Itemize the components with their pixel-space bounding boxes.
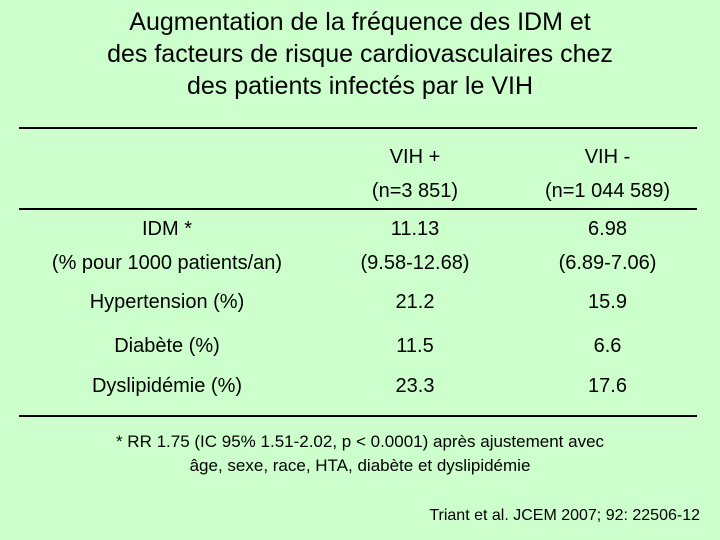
- title-line-3: des patients infectés par le VIH: [186, 72, 534, 100]
- row-idm-vih-negative-ci: (6.89-7.06): [558, 252, 657, 274]
- header-vih-negative-label: VIH -: [584, 146, 631, 168]
- header-vih-positive-count: (n=3 851): [371, 180, 459, 202]
- title-line-1: Augmentation de la fréquence des IDM et: [129, 8, 591, 36]
- row-hypertension-label: Hypertension (%): [89, 291, 245, 313]
- row-idm-vih-positive: 11.13 (9.58-12.68): [335, 212, 495, 280]
- row-hypertension-vih-positive: 21.2: [395, 291, 435, 313]
- source-citation: Triant et al. JCEM 2007; 92: 22506-12: [429, 507, 700, 524]
- row-idm-vih-negative-value: 6.98: [588, 218, 627, 240]
- bottom-rule: [19, 415, 697, 417]
- row-idm-label-line-1: IDM *: [142, 218, 192, 240]
- row-idm-label-line-2: (% pour 1000 patients/an): [51, 252, 283, 274]
- row-diabete-label: Diabète (%): [114, 335, 220, 357]
- row-dyslipidemie-vih-negative: 17.6: [588, 375, 627, 397]
- top-rule: [19, 127, 697, 129]
- footnote-line-1: * RR 1.75 (IC 95% 1.51-2.02, p < 0.0001)…: [115, 432, 605, 451]
- header-vih-negative: VIH - (n=1 044 589): [520, 140, 695, 208]
- title-line-2: des facteurs de risque cardiovasculaires…: [107, 40, 613, 68]
- row-idm-label: IDM * (% pour 1000 patients/an): [14, 212, 320, 280]
- row-idm-vih-positive-ci: (9.58-12.68): [360, 252, 470, 274]
- row-diabete-vih-negative: 6.6: [593, 335, 622, 357]
- row-idm-vih-positive-value: 11.13: [390, 218, 440, 240]
- slide-title: Augmentation de la fréquence des IDM et …: [0, 6, 720, 102]
- row-hypertension-vih-negative: 15.9: [588, 291, 627, 313]
- header-vih-positive-label: VIH +: [389, 146, 441, 168]
- row-diabete-vih-positive: 11.5: [396, 335, 434, 357]
- row-idm-vih-negative: 6.98 (6.89-7.06): [520, 212, 695, 280]
- row-dyslipidemie-vih-positive: 23.3: [395, 375, 435, 397]
- footnote-line-2: âge, sexe, race, HTA, diabète et dyslipi…: [189, 456, 531, 475]
- footnote: * RR 1.75 (IC 95% 1.51-2.02, p < 0.0001)…: [40, 430, 680, 478]
- header-rule: [19, 208, 697, 210]
- row-dyslipidemie-label: Dyslipidémie (%): [91, 375, 243, 397]
- header-vih-negative-count: (n=1 044 589): [544, 180, 671, 202]
- header-vih-positive: VIH + (n=3 851): [335, 140, 495, 208]
